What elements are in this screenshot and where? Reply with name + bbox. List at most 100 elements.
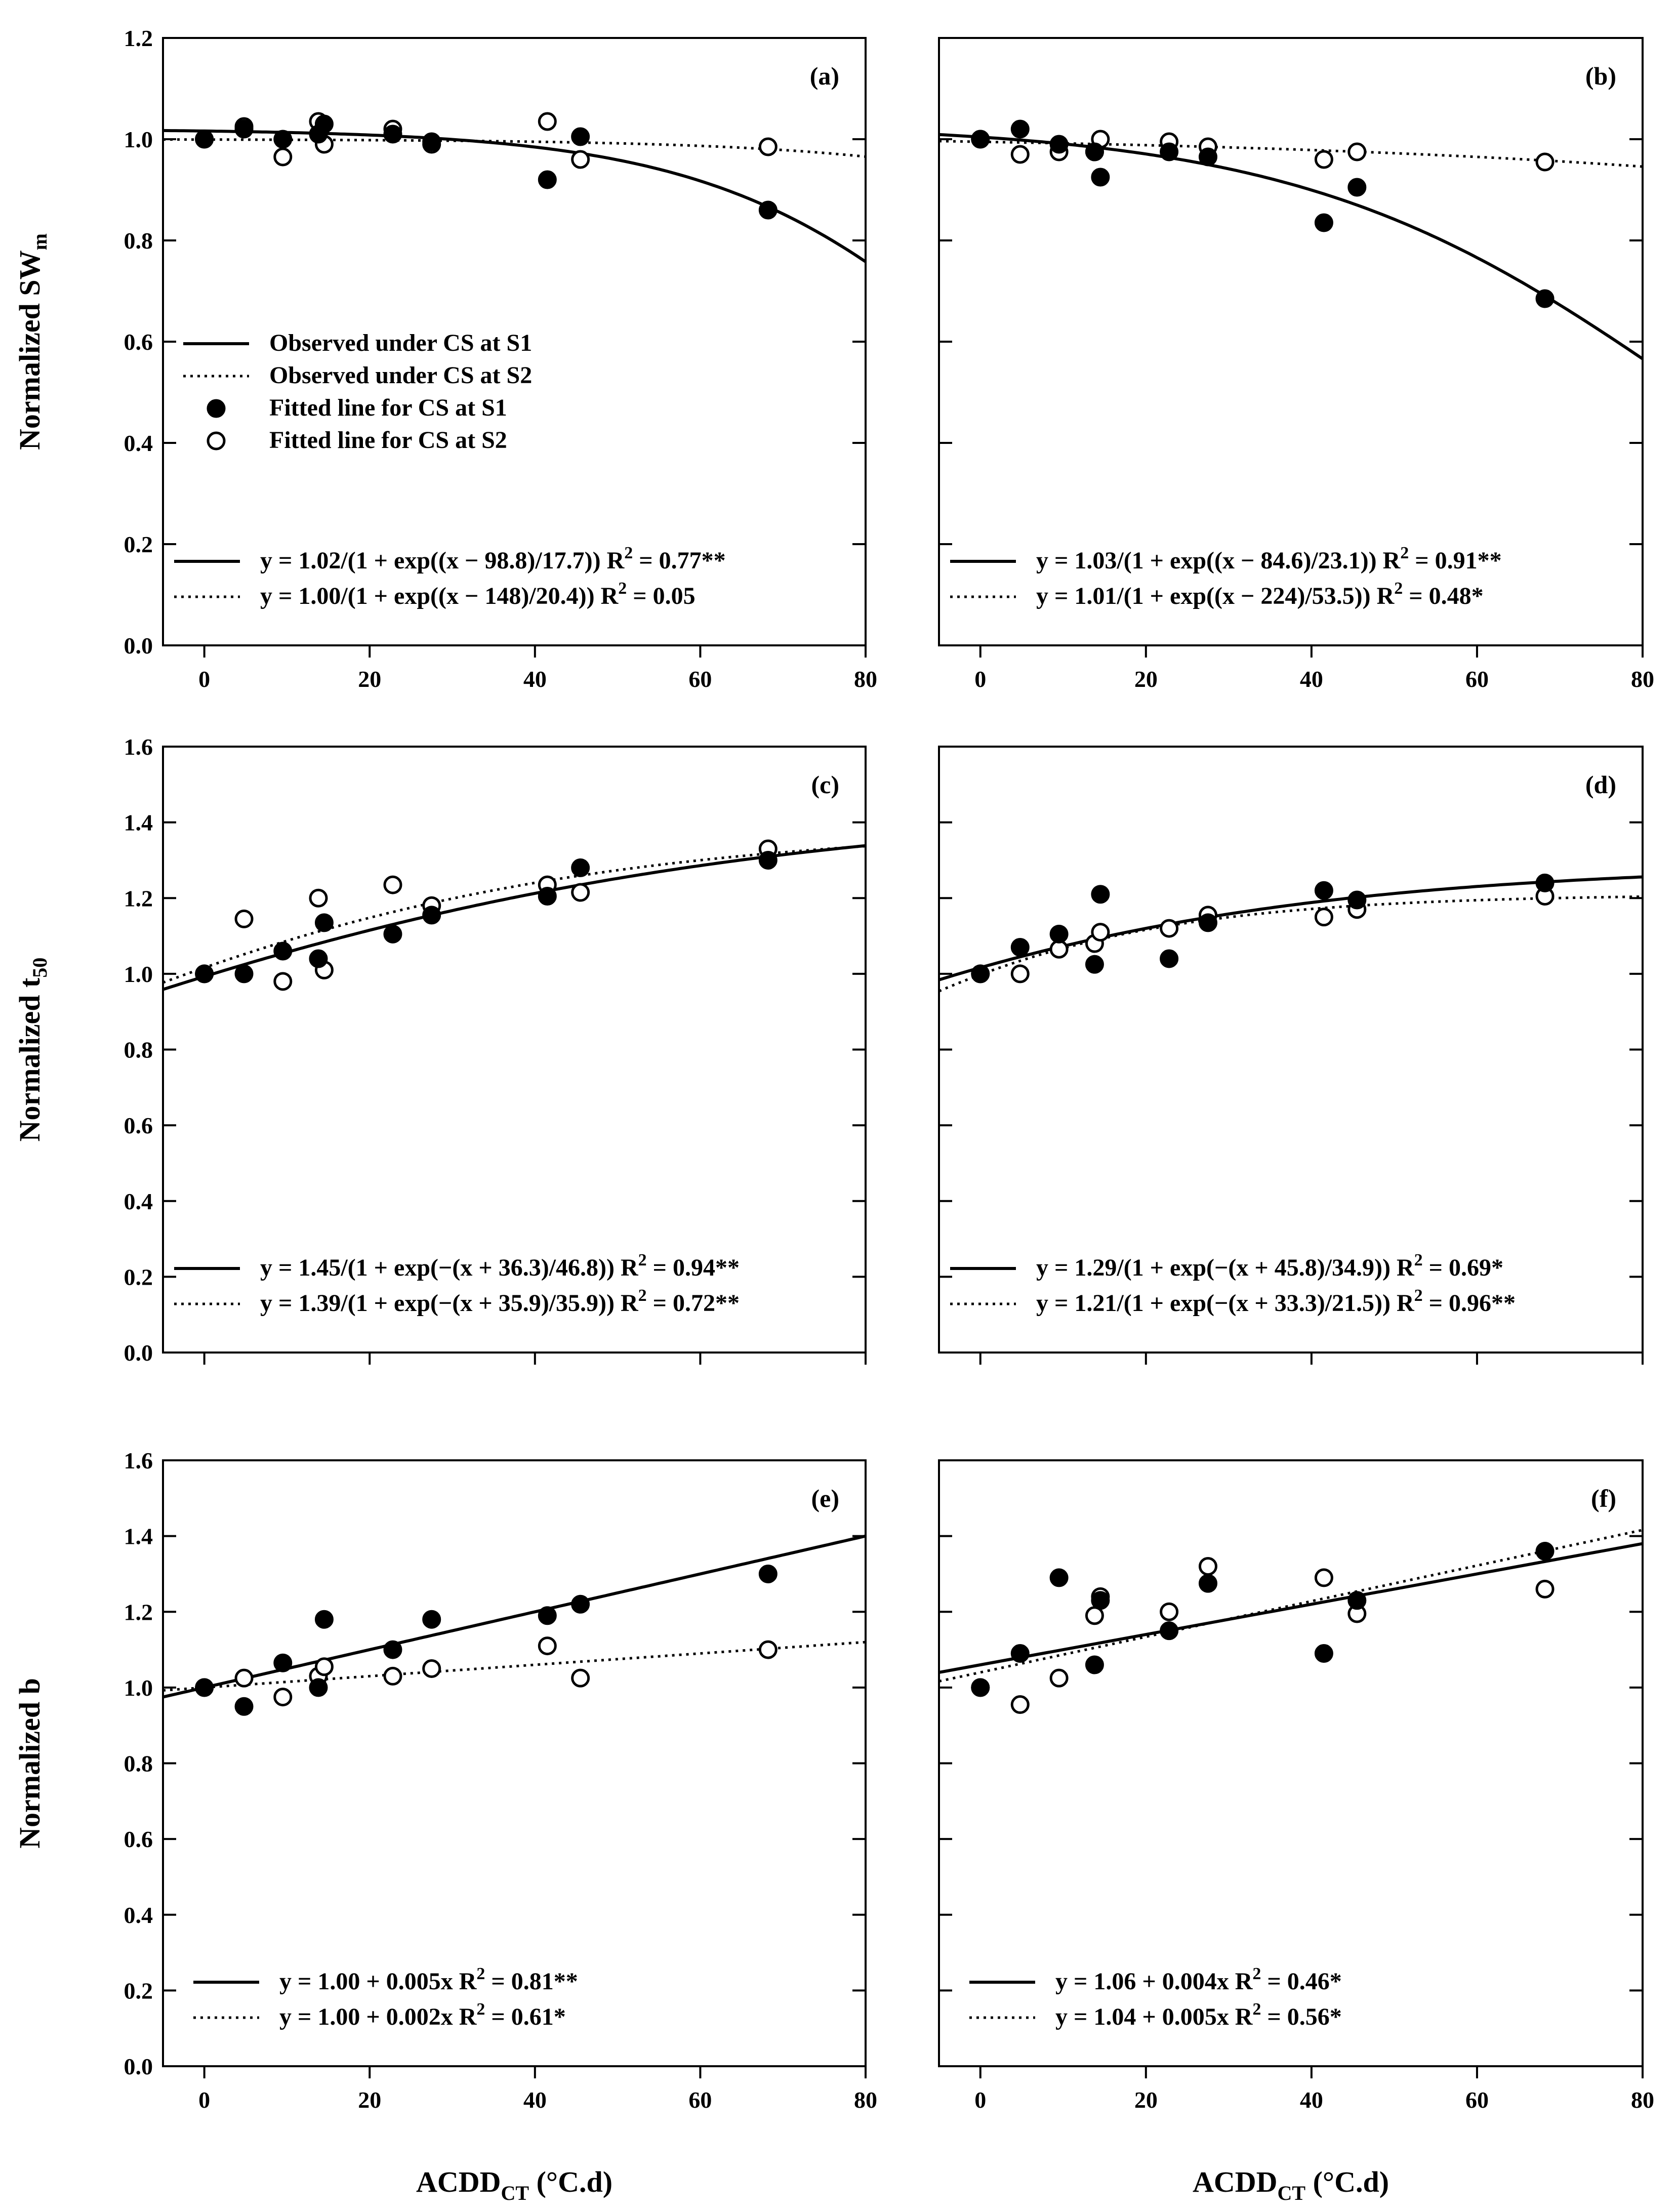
y-tick-label: 1.0 <box>124 127 153 152</box>
x-tick-label: 40 <box>1300 2087 1323 2113</box>
point-s1 <box>1085 955 1104 974</box>
fit-equation-sup: 2 <box>476 2000 485 2019</box>
x-tick-label: 40 <box>1300 666 1323 692</box>
fit-equation: y = 1.00 + 0.002x R2 = 0.61* <box>279 2000 566 2030</box>
fit-equation: y = 1.02/(1 + exp((x − 98.8)/17.7)) R2 =… <box>260 544 726 574</box>
legend-label: Observed under CS at S1 <box>269 330 532 356</box>
fit-equation-body: y = 1.29/(1 + exp(−(x + 45.8)/34.9)) R <box>1036 1254 1415 1281</box>
point-s2 <box>422 1659 441 1678</box>
fit-equation-sup: 2 <box>638 1286 647 1305</box>
point-s1 <box>1085 1655 1104 1674</box>
point-s2 <box>1010 1695 1030 1714</box>
fit-equation: y = 1.39/(1 + exp(−(x + 35.9)/35.9)) R2 … <box>260 1286 740 1317</box>
y-tick-label: 0.6 <box>124 329 153 355</box>
x-tick-label: 0 <box>974 2087 986 2113</box>
y-tick-label: 0.8 <box>124 1037 153 1063</box>
point-s1 <box>273 1653 293 1672</box>
fit-equation-sup: 2 <box>618 579 627 598</box>
fit-equation-r2: = 0.91** <box>1409 547 1501 574</box>
fit-equation-r2: = 0.94** <box>647 1254 740 1281</box>
point-s1 <box>571 127 590 146</box>
x-tick-label: 40 <box>523 2087 547 2113</box>
fit-equation-body: y = 1.39/(1 + exp(−(x + 35.9)/35.9)) R <box>260 1290 639 1317</box>
panel-f: 0 20 40 60 80 (f) ACDDCT (°C.d) y = 1.06 + 0.00… <box>938 1459 1654 2204</box>
point-s1 <box>1535 873 1555 892</box>
point-s2 <box>234 909 254 928</box>
panel-b: 0 20 40 60 80 (b) y = 1.03/(1 + exp((x − 84.6)… <box>938 37 1654 692</box>
point-s1 <box>1091 1591 1110 1610</box>
point-s1 <box>422 906 441 925</box>
point-s2 <box>1314 1568 1333 1587</box>
point-s2 <box>571 150 590 169</box>
fit-equation-r2: = 0.72** <box>647 1290 740 1317</box>
y-axis-title-main: Normalized SW <box>13 250 46 450</box>
y-axis-title: Normalized b <box>13 1678 46 1849</box>
fit-equation-sup: 2 <box>1394 579 1403 598</box>
point-s1 <box>314 913 334 932</box>
point-s2 <box>1049 1668 1069 1688</box>
fit-equation: y = 1.06 + 0.004x R2 = 0.46* <box>1055 1964 1342 1995</box>
y-tick-label: 0.6 <box>124 1113 153 1138</box>
x-axis-title-main: ACDD <box>416 2165 501 2198</box>
legend-label: Observed under CS at S2 <box>269 362 532 389</box>
panel-label: (a) <box>810 62 839 90</box>
point-s1 <box>1160 949 1179 968</box>
y-tick-label: 0.2 <box>124 531 153 557</box>
point-s2 <box>1010 964 1030 984</box>
point-s2 <box>1010 145 1030 164</box>
point-s1 <box>1198 147 1217 167</box>
point-s2 <box>571 1668 590 1688</box>
point-s2 <box>1160 1602 1179 1621</box>
legend-marker <box>207 399 226 418</box>
fit-equation: y = 1.03/(1 + exp((x − 84.6)/23.1)) R2 =… <box>1036 544 1502 574</box>
y-tick-label: 0.8 <box>124 228 153 254</box>
panel-label: (f) <box>1591 1484 1616 1512</box>
fit-equation: y = 1.29/(1 + exp(−(x + 45.8)/34.9)) R2 … <box>1036 1251 1503 1281</box>
point-s2 <box>273 147 293 167</box>
point-s1 <box>538 170 557 189</box>
point-s1 <box>383 125 402 144</box>
fit-equation-r2: = 0.46* <box>1261 1968 1341 1995</box>
fit-equation-body: y = 1.00 + 0.002x R <box>279 2003 477 2030</box>
point-s2 <box>571 883 590 902</box>
y-axis-title-sub: 50 <box>28 958 51 978</box>
point-s2 <box>273 972 293 991</box>
fit-equation-sup: 2 <box>1252 1964 1261 1983</box>
point-s1 <box>971 964 990 984</box>
y-tick-label: 0.6 <box>124 1826 153 1852</box>
fit-equation-sup: 2 <box>638 1251 647 1269</box>
point-s1 <box>1314 1644 1333 1663</box>
x-tick-label: 80 <box>1631 666 1654 692</box>
point-s1 <box>571 1594 590 1614</box>
y-tick-label: 0.2 <box>124 1264 153 1290</box>
point-s1 <box>234 1697 254 1716</box>
point-s1 <box>1535 1542 1555 1561</box>
fit-line-s2 <box>163 845 866 984</box>
point-s1 <box>309 1678 328 1697</box>
fit-equation-body: y = 1.00 + 0.005x R <box>279 1968 477 1995</box>
point-s2 <box>538 1636 557 1656</box>
point-s1 <box>309 949 328 968</box>
x-axis-title-sub: CT <box>501 2182 529 2204</box>
y-tick-label: 0.0 <box>124 1340 153 1366</box>
fit-line-s1 <box>939 1542 1643 1674</box>
point-s1 <box>1198 913 1217 932</box>
fit-equation-body: y = 1.03/(1 + exp((x − 84.6)/23.1)) R <box>1036 547 1401 574</box>
fit-equation: y = 1.21/(1 + exp(−(x + 33.3)/21.5)) R2 … <box>1036 1286 1516 1317</box>
point-s1 <box>314 114 334 134</box>
point-s1 <box>1160 1621 1179 1641</box>
x-axis-title-sub: CT <box>1278 2182 1306 2204</box>
point-s1 <box>1010 1644 1030 1663</box>
fit-equation-sup: 2 <box>1414 1251 1423 1269</box>
fit-line-s1 <box>939 133 1643 360</box>
point-s1 <box>538 887 557 906</box>
point-s1 <box>234 119 254 139</box>
point-s1 <box>1049 1568 1069 1587</box>
point-s2 <box>1347 142 1367 161</box>
fit-equation: y = 1.45/(1 + exp(−(x + 36.3)/46.8)) R2 … <box>260 1251 740 1281</box>
fit-line-s1 <box>163 1534 866 1699</box>
panel-label: (b) <box>1585 62 1616 90</box>
fit-equation-sup: 2 <box>476 1964 485 1983</box>
x-tick-label: 0 <box>198 2087 210 2113</box>
y-tick-label: 0.0 <box>124 633 153 659</box>
